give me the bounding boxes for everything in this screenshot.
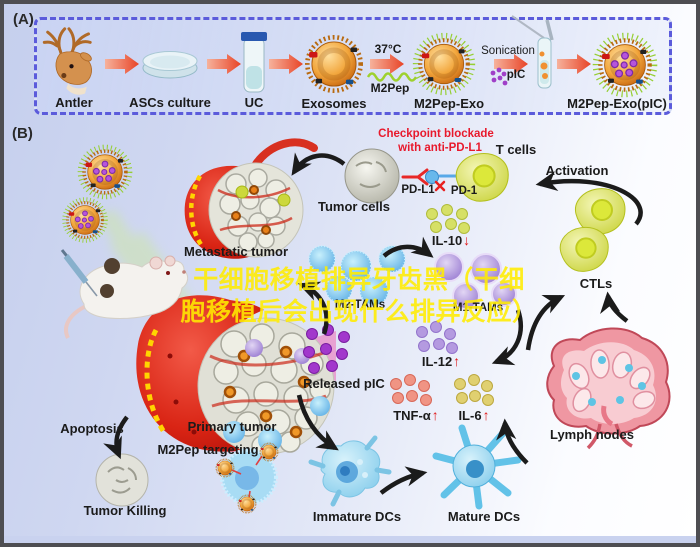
mouse-icon — [64, 255, 189, 339]
il12-label: IL-12↑ — [421, 353, 461, 369]
flow-arrows — [103, 152, 643, 495]
immature-dc-icon — [308, 435, 392, 507]
panel-b-tag: (B) — [12, 125, 33, 142]
mature-dc-icon — [432, 424, 522, 510]
pd-l1-label: PD-L1 — [401, 184, 435, 196]
pic-dots-panel-a — [490, 67, 508, 86]
m2pep-targeting-label: M2Pep targeting — [157, 442, 259, 457]
m2pep-exo-icon — [416, 36, 472, 92]
pd-1-label: PD-1 — [450, 185, 478, 197]
m2pep-exo-pic-label: M2Pep-Exo(pIC) — [567, 96, 667, 111]
panel-a-tag: (A) — [13, 11, 34, 28]
uc-label: UC — [244, 95, 264, 110]
syringe-icon — [60, 249, 98, 297]
checkpoint-blockade-line2: with anti-PD-L1 — [398, 142, 482, 154]
m2pep-exo-label: M2Pep-Exo — [413, 96, 485, 111]
tnf-dots — [390, 374, 432, 406]
mature-dcs-label: Mature DCs — [447, 509, 521, 524]
m2pep-label: M2Pep — [370, 81, 410, 95]
ascs-culture-label: ASCs culture — [129, 95, 211, 110]
antler-deer-icon — [42, 27, 92, 95]
il10-label: IL-10↓ — [431, 232, 471, 248]
ctl-cells — [559, 187, 626, 273]
exosome-icon — [307, 37, 360, 90]
released-pic-label: Released pIC — [303, 376, 385, 391]
m1-tams-label: M1-TAMs — [452, 302, 504, 314]
tumor-killing-label: Tumor Killing — [83, 503, 167, 518]
uc-tube-icon — [241, 32, 267, 93]
tumor-cells-label: Tumor cells — [317, 199, 391, 214]
m2pep-squiggle-icon — [366, 72, 418, 82]
m2pep-exo-pic-icon — [596, 36, 654, 94]
metastatic-tumor-label: Metastatic tumor — [183, 244, 289, 259]
ctls-label: CTLs — [579, 276, 613, 291]
watermark-line2: 胞移植后会出现什么排异反应） — [180, 298, 538, 326]
tumor-cell-icon — [344, 148, 400, 204]
il12-direction-arrow: ↑ — [453, 353, 461, 369]
checkpoint-blockade-line1: Checkpoint blockade — [378, 128, 494, 140]
released-pic-dots — [303, 324, 350, 374]
figure-illustration — [42, 15, 671, 514]
lymph-nodes-label: Lymph nodes — [549, 427, 635, 442]
temperature-label: 37°C — [374, 42, 402, 56]
il6-direction-arrow: ↑ — [482, 407, 490, 423]
il6-label: IL-6↑ — [458, 407, 490, 423]
il10-direction-arrow: ↓ — [463, 232, 471, 248]
dying-tumor-cell-icon — [95, 453, 149, 507]
tnf-alpha-label: TNF-α↑ — [393, 407, 439, 423]
il12-dots — [416, 321, 458, 354]
metastatic-tumor-illustration — [184, 138, 318, 259]
primary-tumor-label: Primary tumor — [187, 419, 277, 434]
m1-tam-cells — [434, 252, 517, 310]
bottom-strip — [4, 536, 696, 543]
activation-label: Activation — [545, 163, 609, 178]
sonication-tube-icon — [511, 15, 554, 89]
sonication-label: Sonication — [481, 45, 535, 57]
m2pep-targeting-cell — [215, 442, 279, 514]
m2-tams-label: M2-TAMs — [334, 299, 386, 311]
exosomes-label: Exosomes — [301, 96, 367, 111]
site-watermark: 干细胞移植排异牙齿黑（干细 胞移植后会出现什么排异反应） — [180, 264, 537, 328]
pic-label: pIC — [506, 69, 526, 81]
apoptosis-label: Apoptosis — [60, 421, 124, 436]
il10-dots — [426, 204, 470, 234]
petri-dish-icon — [142, 51, 198, 79]
t-cells-label: T cells — [495, 142, 537, 157]
immature-dcs-label: Immature DCs — [312, 509, 402, 524]
antler-label: Antler — [55, 95, 93, 110]
lymph-node-illustration — [546, 327, 671, 450]
tnf-direction-arrow: ↑ — [431, 407, 439, 423]
watermark-line1: 干细胞移植排异牙齿黑（干细 — [193, 266, 525, 294]
il6-dots — [454, 374, 494, 406]
